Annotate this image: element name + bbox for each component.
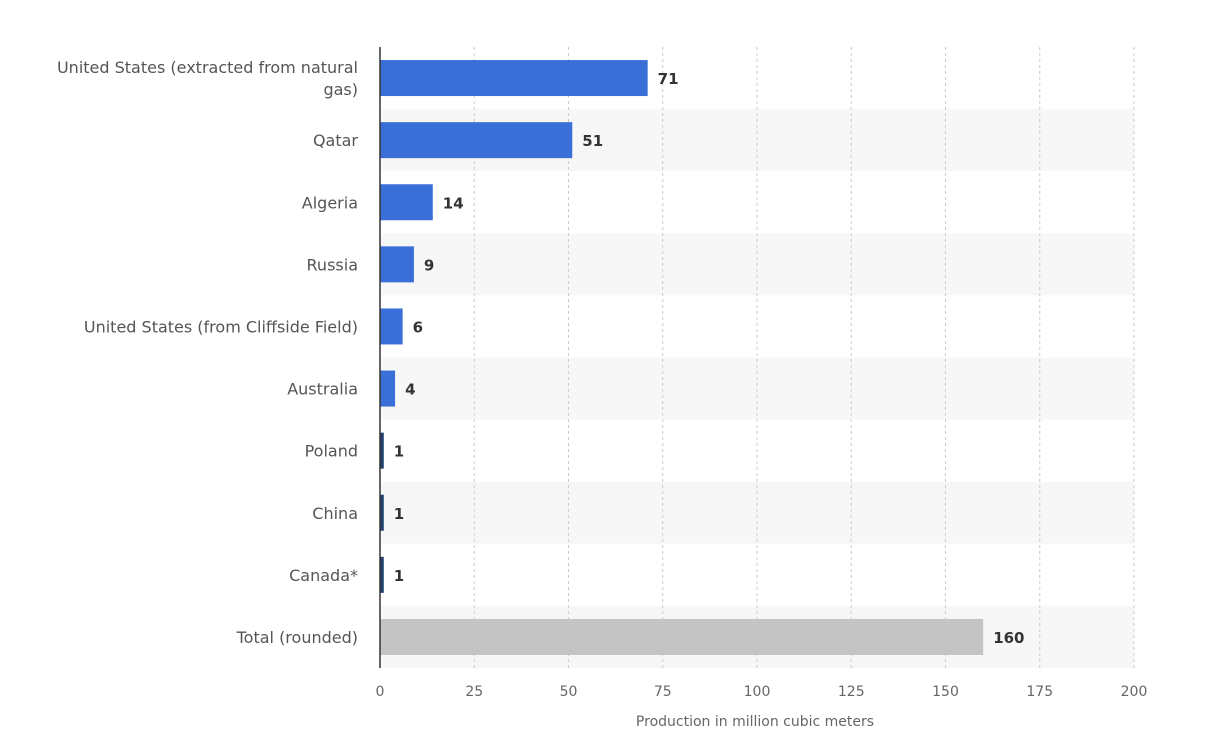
value-label: 6 [413, 318, 423, 336]
x-tick-label: 150 [932, 684, 959, 700]
bar [380, 60, 648, 97]
x-tick-label: 0 [376, 684, 385, 700]
bar [380, 184, 433, 221]
bar [380, 618, 984, 655]
value-label: 4 [405, 381, 415, 399]
category-label: Qatar [313, 131, 358, 150]
bar [380, 556, 384, 593]
x-tick-label: 200 [1121, 684, 1148, 700]
category-label: Poland [305, 442, 358, 461]
x-axis-title: Production in million cubic meters [636, 714, 874, 730]
value-label: 160 [993, 629, 1024, 647]
category-label: Australia [287, 380, 358, 399]
x-tick-label: 175 [1026, 684, 1053, 700]
value-label: 1 [394, 443, 404, 461]
x-tick-labels: 0 25 50 75 100 125 150 175 200 [376, 684, 1148, 700]
bar [380, 308, 403, 345]
bar [380, 122, 573, 159]
value-label: 14 [443, 194, 464, 212]
value-labels: 71 51 14 9 6 4 1 1 1 160 [394, 70, 1025, 647]
value-label: 1 [394, 505, 404, 523]
category-label: Russia [307, 255, 358, 274]
category-label: United States (extracted from natural gas… [57, 58, 358, 99]
gridlines [473, 47, 1135, 668]
bar [380, 494, 384, 531]
category-label: Total (rounded) [236, 628, 358, 647]
x-tick-label: 50 [560, 684, 578, 700]
bar [380, 370, 396, 407]
bars [380, 60, 984, 655]
category-label: China [312, 504, 358, 523]
category-label: Algeria [302, 193, 358, 212]
x-tick-label: 100 [744, 684, 771, 700]
x-tick-label: 25 [465, 684, 483, 700]
x-tick-label: 75 [654, 684, 672, 700]
value-label: 9 [424, 256, 434, 274]
value-label: 51 [582, 132, 603, 150]
value-label: 1 [394, 567, 404, 585]
value-label: 71 [658, 70, 679, 88]
x-tick-label: 125 [838, 684, 865, 700]
category-labels: United States (extracted from natural gas… [57, 58, 358, 647]
bar [380, 432, 384, 469]
category-label: United States (from Cliffside Field) [84, 317, 358, 336]
category-label: Canada* [289, 566, 358, 585]
bar [380, 246, 414, 283]
